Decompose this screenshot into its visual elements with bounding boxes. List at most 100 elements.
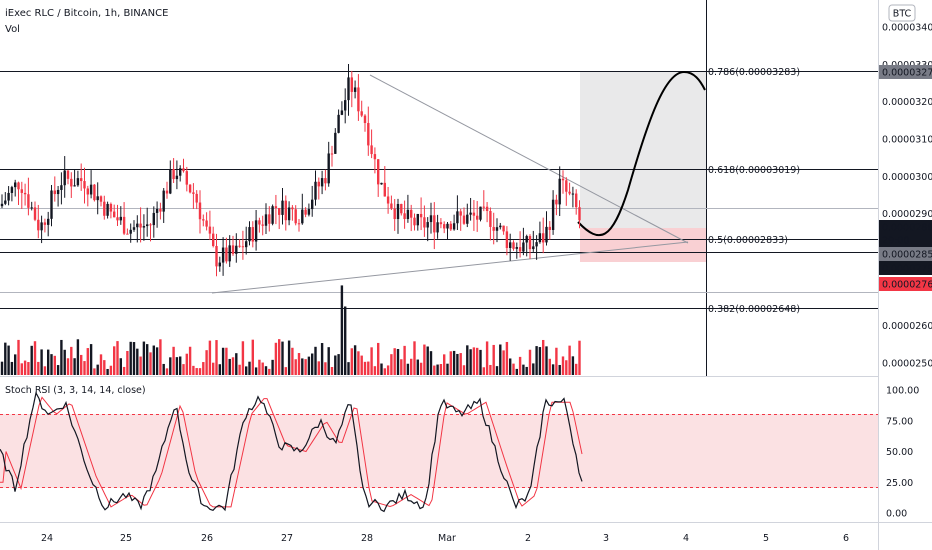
currency-badge[interactable]: BTC bbox=[888, 4, 916, 22]
candle-body bbox=[238, 245, 241, 247]
candle-body bbox=[129, 229, 132, 234]
candle-body bbox=[311, 199, 314, 210]
candle-body bbox=[7, 192, 10, 201]
fib-retracement[interactable]: 0.786(0.00003283) 0.618(0.00003019) 0.5(0.… bbox=[0, 67, 878, 315]
candle-body bbox=[314, 181, 317, 200]
volume-bar bbox=[146, 344, 149, 375]
time-tick-label: Mar bbox=[438, 533, 456, 544]
candle-body bbox=[96, 196, 99, 201]
volume-bar bbox=[330, 366, 334, 375]
price-badge-label: 29:00 bbox=[882, 236, 909, 247]
stoch-axis[interactable]: 100.00 75.00 50.00 25.00 0.00 bbox=[886, 386, 919, 520]
candle-body bbox=[528, 236, 532, 250]
volume-bar bbox=[515, 368, 518, 375]
candle-body bbox=[14, 182, 17, 188]
volume-bar bbox=[565, 360, 568, 375]
lower-trendline[interactable] bbox=[211, 241, 689, 294]
volume-bar bbox=[350, 348, 353, 375]
volume-bar bbox=[373, 366, 377, 375]
volume-bar bbox=[423, 344, 426, 375]
candle-body bbox=[538, 233, 542, 243]
volume-bar bbox=[212, 362, 215, 375]
volume-bar bbox=[410, 358, 413, 375]
volume-bar bbox=[525, 366, 528, 375]
candle-body bbox=[327, 153, 330, 184]
volume-bar bbox=[528, 349, 532, 375]
candle-body bbox=[146, 224, 149, 227]
volume-bar bbox=[344, 306, 347, 375]
candle-body bbox=[512, 242, 515, 249]
candle-body bbox=[307, 209, 311, 215]
volume-bar bbox=[10, 361, 14, 375]
candle-body bbox=[202, 219, 205, 221]
volume-bar bbox=[291, 347, 294, 375]
volume-bar bbox=[136, 348, 139, 375]
candle-body bbox=[162, 190, 165, 212]
candle-body bbox=[248, 227, 251, 242]
volume-bar bbox=[462, 365, 466, 375]
volume-bar bbox=[14, 354, 17, 375]
volume-bar bbox=[327, 347, 330, 375]
target-zone bbox=[580, 72, 706, 228]
volume-bar bbox=[182, 364, 185, 375]
candle-body bbox=[208, 226, 212, 234]
volume-bar bbox=[489, 364, 492, 375]
volume-bar bbox=[393, 348, 396, 375]
candle-body bbox=[122, 216, 126, 234]
candle-body bbox=[419, 213, 423, 218]
volume-bar bbox=[311, 353, 314, 375]
candle-body bbox=[113, 211, 116, 218]
volume-bar bbox=[238, 364, 241, 375]
volume-bar bbox=[231, 357, 235, 375]
volume-bar bbox=[413, 341, 416, 375]
volume-bar bbox=[142, 341, 146, 375]
time-tick-label: 6 bbox=[843, 533, 849, 544]
candle-body bbox=[185, 171, 188, 185]
volume-bar bbox=[512, 363, 515, 375]
candle-body bbox=[254, 220, 258, 242]
volume-bar bbox=[17, 339, 20, 375]
candle-body bbox=[337, 114, 340, 133]
time-tick-label: 28 bbox=[361, 533, 373, 544]
volume-bar bbox=[380, 363, 383, 375]
candle-body bbox=[439, 222, 443, 225]
candle-body bbox=[33, 207, 37, 220]
candle-body bbox=[294, 209, 297, 224]
candle-body bbox=[476, 215, 479, 220]
volume-bar bbox=[0, 361, 4, 375]
upper-trendline[interactable] bbox=[369, 74, 689, 244]
candle-body bbox=[241, 246, 245, 248]
time-axis[interactable]: 24 25 26 27 28 Mar 2 3 4 5 6 bbox=[41, 533, 849, 544]
volume-bar bbox=[522, 364, 525, 375]
volume-bar bbox=[169, 357, 172, 375]
volume-bar bbox=[429, 351, 433, 375]
volume-bar bbox=[353, 345, 357, 375]
candle-body bbox=[380, 182, 383, 185]
volume-bar bbox=[340, 285, 344, 375]
volume-bar bbox=[132, 342, 136, 375]
projection-curve[interactable] bbox=[577, 70, 706, 237]
price-badge: 29:00 bbox=[879, 233, 932, 247]
price-badge-label: 0.00003276 bbox=[882, 68, 932, 79]
candle-body bbox=[126, 233, 129, 235]
volume-bar bbox=[419, 362, 423, 375]
volume-bar bbox=[426, 346, 429, 375]
volume-bar bbox=[198, 368, 202, 375]
volume-bar bbox=[162, 363, 165, 375]
volume-bar bbox=[192, 365, 195, 375]
volume-bar bbox=[284, 367, 287, 375]
time-tick-label: 3 bbox=[603, 533, 609, 544]
volume-bar bbox=[505, 341, 509, 375]
volume-bar bbox=[307, 356, 311, 375]
stoch-d-line bbox=[0, 396, 583, 508]
candle-body bbox=[406, 209, 410, 220]
